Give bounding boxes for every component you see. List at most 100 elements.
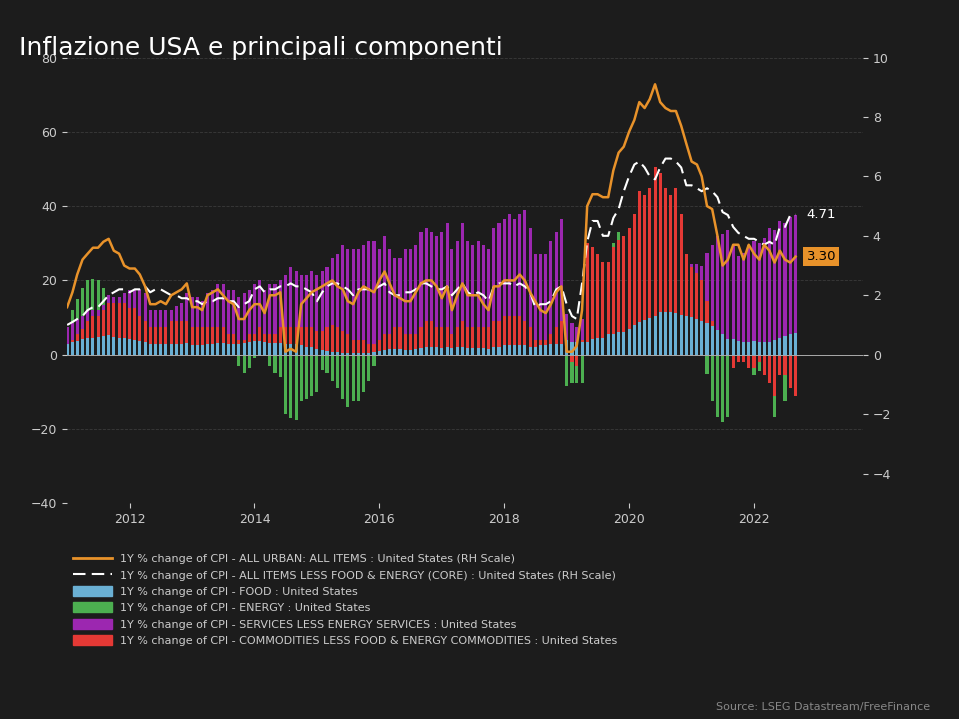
Bar	[773, 354, 776, 395]
Bar	[232, 334, 235, 354]
Bar	[622, 331, 625, 354]
Bar	[409, 334, 412, 354]
Bar	[607, 334, 610, 354]
Bar	[404, 249, 407, 354]
Bar	[753, 354, 756, 367]
Bar	[643, 195, 646, 354]
Bar	[794, 354, 797, 395]
Bar	[747, 245, 750, 354]
Bar	[269, 343, 271, 354]
Bar	[794, 333, 797, 354]
Bar	[528, 347, 531, 354]
Bar	[440, 327, 443, 354]
Bar	[398, 327, 402, 354]
Bar	[102, 310, 105, 354]
Bar	[591, 339, 594, 354]
Bar	[118, 297, 121, 354]
Bar	[653, 167, 657, 354]
Bar	[320, 271, 324, 354]
Bar	[794, 354, 797, 367]
Bar	[788, 334, 792, 354]
Bar	[97, 310, 100, 354]
Bar	[466, 242, 469, 354]
Bar	[430, 321, 433, 354]
Bar	[123, 338, 126, 354]
Bar	[674, 200, 677, 354]
Bar	[211, 344, 214, 354]
Bar	[456, 327, 458, 354]
Bar	[409, 350, 412, 354]
Bar	[352, 354, 355, 401]
Bar	[492, 229, 496, 354]
Bar	[290, 267, 292, 354]
Bar	[580, 319, 584, 354]
Bar	[685, 316, 688, 354]
Bar	[180, 344, 183, 354]
Bar	[175, 344, 178, 354]
Bar	[76, 319, 79, 354]
Bar	[404, 350, 407, 354]
Bar	[86, 310, 89, 354]
Bar	[643, 320, 646, 354]
Bar	[601, 293, 604, 354]
Bar	[560, 219, 563, 354]
Bar	[76, 334, 79, 354]
Bar	[732, 354, 735, 357]
Bar	[222, 338, 224, 354]
Bar	[550, 338, 552, 354]
Bar	[263, 342, 267, 354]
Bar	[643, 264, 646, 354]
Bar	[503, 321, 505, 354]
Bar	[320, 354, 324, 370]
Bar	[65, 327, 69, 354]
Bar	[284, 354, 287, 414]
Bar	[316, 354, 318, 392]
Bar	[170, 344, 173, 354]
Bar	[513, 321, 516, 354]
Bar	[669, 199, 672, 354]
Bar	[253, 341, 256, 354]
Bar	[612, 247, 615, 354]
Bar	[788, 354, 792, 372]
Bar	[430, 331, 433, 354]
Bar	[112, 297, 115, 354]
Text: Inflazione USA e principali componenti: Inflazione USA e principali componenti	[19, 36, 503, 60]
Bar	[545, 347, 548, 354]
Bar	[336, 327, 339, 354]
Bar	[222, 343, 224, 354]
Bar	[742, 342, 745, 354]
Bar	[383, 350, 386, 354]
Bar	[154, 310, 157, 354]
Bar	[680, 316, 683, 354]
Bar	[721, 347, 724, 354]
Bar	[451, 334, 454, 354]
Bar	[779, 339, 782, 354]
Bar	[680, 289, 683, 354]
Bar	[550, 334, 552, 354]
Bar	[191, 327, 194, 354]
Bar	[622, 236, 625, 354]
Bar	[144, 321, 147, 354]
Bar	[316, 275, 318, 354]
Bar	[217, 284, 220, 354]
Bar	[331, 354, 334, 381]
Bar	[622, 280, 625, 354]
Bar	[196, 347, 199, 354]
Bar	[185, 329, 188, 354]
Bar	[539, 340, 542, 354]
Bar	[481, 338, 485, 354]
Bar	[159, 344, 162, 354]
Bar	[118, 318, 121, 354]
Bar	[528, 229, 531, 354]
Bar	[700, 280, 703, 354]
Bar	[508, 319, 511, 354]
Bar	[310, 354, 314, 395]
Bar	[299, 327, 303, 354]
Bar	[706, 323, 709, 354]
Bar	[352, 249, 355, 354]
Bar	[575, 342, 578, 354]
Bar	[762, 238, 765, 354]
Bar	[513, 316, 516, 354]
Bar	[575, 354, 578, 366]
Bar	[664, 198, 667, 354]
